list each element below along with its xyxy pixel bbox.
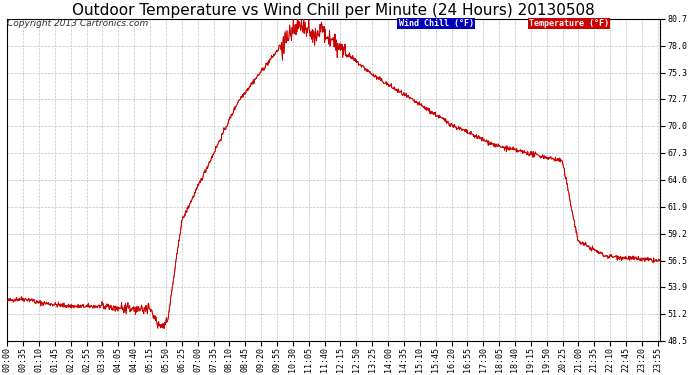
- Text: Copyright 2013 Cartronics.com: Copyright 2013 Cartronics.com: [8, 19, 148, 28]
- Title: Outdoor Temperature vs Wind Chill per Minute (24 Hours) 20130508: Outdoor Temperature vs Wind Chill per Mi…: [72, 3, 595, 18]
- Text: Temperature (°F): Temperature (°F): [529, 19, 609, 28]
- Text: Wind Chill (°F): Wind Chill (°F): [399, 19, 473, 28]
